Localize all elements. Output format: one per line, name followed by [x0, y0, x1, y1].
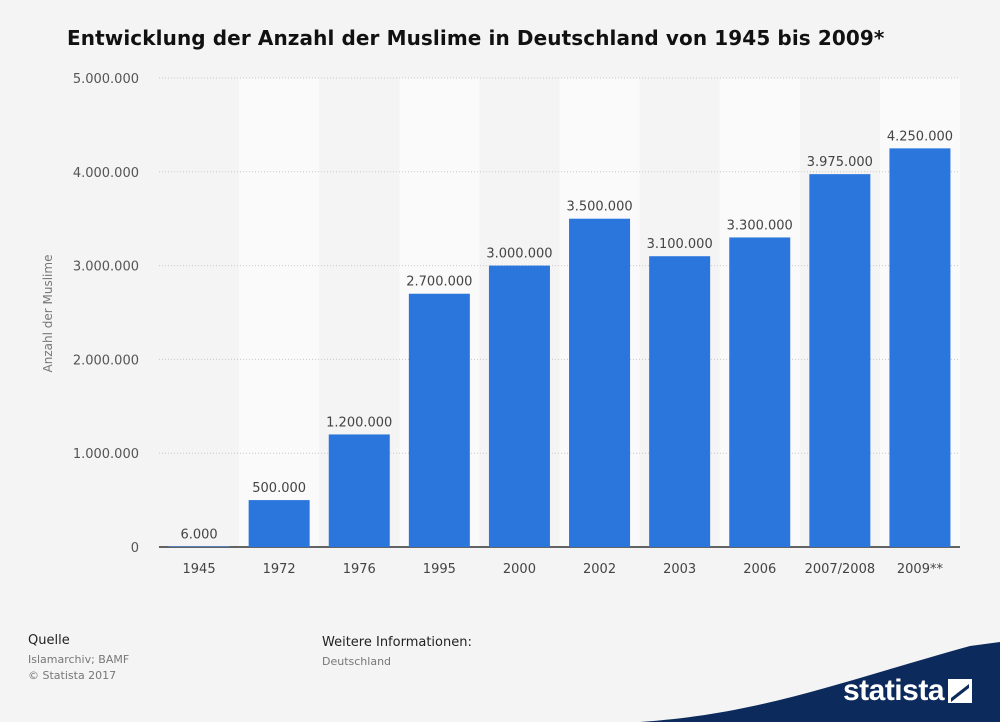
x-tick-label: 2007/2008: [805, 562, 876, 577]
source-line-1: Islamarchiv; BAMF: [28, 653, 130, 666]
x-tick-label: 2002: [583, 562, 616, 577]
y-tick-label: 1.000.000: [73, 447, 139, 462]
data-label: 3.500.000: [566, 200, 632, 215]
bar: [408, 293, 470, 547]
statista-logo-icon: [948, 679, 972, 703]
chart-title: Entwicklung der Anzahl der Muslime in De…: [67, 26, 885, 50]
data-label: 4.250.000: [887, 129, 953, 144]
bar: [248, 500, 310, 547]
x-tick-label: 1972: [263, 562, 296, 577]
data-label: 3.100.000: [647, 237, 713, 252]
bar: [328, 434, 390, 547]
background-band: [239, 78, 320, 547]
x-tick-label: 2000: [503, 562, 536, 577]
data-label: 3.000.000: [486, 247, 552, 262]
bar: [809, 174, 871, 547]
data-label: 1.200.000: [326, 415, 392, 430]
brand-name: statista: [842, 674, 945, 707]
y-tick-label: 0: [131, 541, 139, 556]
y-axis-label: Anzahl der Muslime: [41, 255, 55, 373]
x-tick-label: 1945: [183, 562, 216, 577]
x-tick-label: 2003: [663, 562, 696, 577]
info-heading[interactable]: Weitere Informationen:: [322, 635, 472, 650]
data-label: 3.975.000: [807, 155, 873, 170]
data-label: 500.000: [252, 481, 306, 496]
bar: [569, 218, 631, 547]
source-heading: Quelle: [28, 633, 70, 648]
bar-chart: 0 1.000.000 2.000.000 3.000.000 4.000.000 5.0…: [41, 72, 960, 577]
bar: [649, 256, 711, 547]
bar: [488, 265, 550, 547]
brand-banner[interactable]: statista: [640, 642, 1000, 722]
y-tick-label: 4.000.000: [73, 166, 139, 181]
data-label: 3.300.000: [727, 218, 793, 233]
data-label: 6.000: [180, 527, 217, 542]
x-tick-label: 1976: [343, 562, 376, 577]
info-text: Deutschland: [322, 655, 392, 668]
source-line-2: © Statista 2017: [28, 669, 117, 682]
bar: [889, 148, 951, 547]
bar: [729, 237, 791, 547]
source-text: Islamarchiv; BAMF © Statista 2017: [28, 652, 129, 684]
y-tick-label: 2.000.000: [73, 353, 139, 368]
y-tick-label: 5.000.000: [73, 72, 139, 87]
data-label: 2.700.000: [406, 275, 472, 290]
brand-swoosh: [640, 642, 1000, 722]
y-tick-label: 3.000.000: [73, 260, 139, 275]
x-tick-label: 1995: [423, 562, 456, 577]
x-tick-label: 2006: [743, 562, 776, 577]
bar: [168, 546, 230, 547]
x-tick-label: 2009**: [897, 562, 944, 577]
